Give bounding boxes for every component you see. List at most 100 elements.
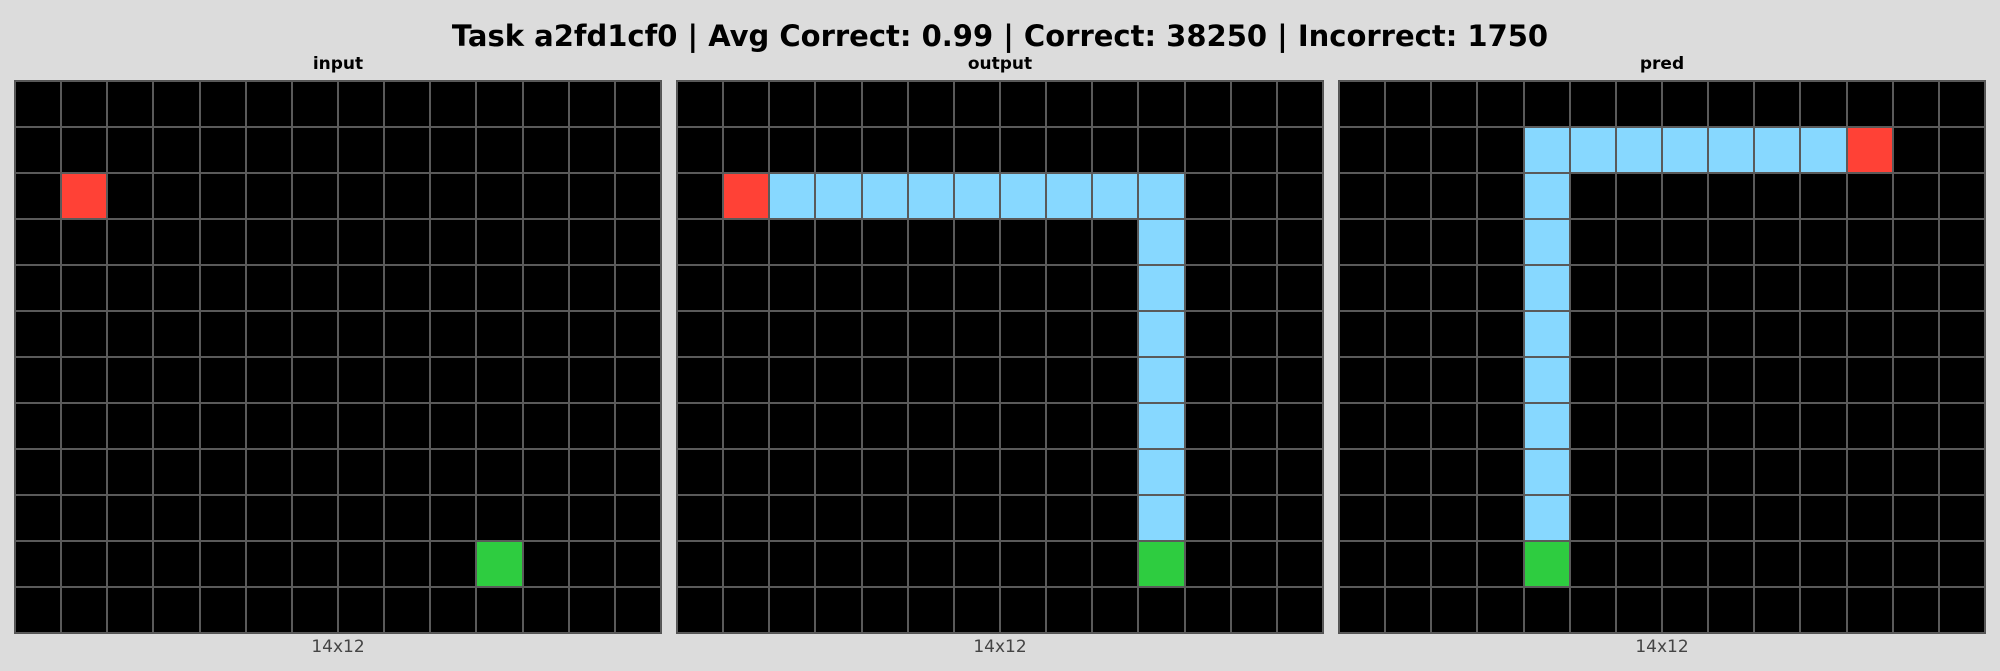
grid-cell — [107, 449, 154, 495]
grid-cell — [1800, 265, 1847, 311]
grid-cell — [1754, 265, 1801, 311]
grid-cell — [1477, 403, 1524, 449]
grid-cell — [476, 173, 523, 219]
grid-cell — [1477, 173, 1524, 219]
grid-cell — [430, 265, 477, 311]
grid-cell — [568, 219, 615, 265]
grid-cell — [999, 127, 1047, 173]
grid-cell — [1661, 81, 1709, 127]
grid-cell — [1276, 127, 1323, 173]
grid-cell — [1846, 219, 1893, 265]
grid-cell — [245, 81, 292, 127]
grid-cell — [522, 173, 569, 219]
grid-cell — [522, 357, 569, 403]
grid-cell — [153, 173, 200, 219]
grid-cell — [1661, 265, 1709, 311]
grid-cell — [568, 81, 615, 127]
grid-cell — [1800, 357, 1847, 403]
grid-cell — [769, 265, 816, 311]
grid-cell — [1385, 357, 1432, 403]
grid-cell — [153, 311, 200, 357]
grid-cell — [1523, 495, 1570, 541]
grid-cell — [677, 81, 724, 127]
grid-cell — [15, 265, 62, 311]
grid-cell — [1569, 449, 1616, 495]
grid-cell — [723, 127, 770, 173]
grid-cell — [61, 541, 108, 587]
grid-cell — [1477, 127, 1524, 173]
grid-cell — [1276, 587, 1323, 633]
grid-cell — [245, 403, 292, 449]
grid-cell — [245, 311, 292, 357]
grid-cell — [1523, 127, 1570, 173]
grid-cell — [476, 541, 523, 587]
grid-cell — [1184, 357, 1231, 403]
grid-cell — [677, 587, 724, 633]
grid-cell — [1339, 449, 1386, 495]
grid-cell — [1276, 173, 1323, 219]
grid-cell — [1138, 403, 1185, 449]
grid-cell — [1708, 357, 1755, 403]
grid-cell — [153, 127, 200, 173]
grid-cell — [999, 357, 1047, 403]
grid-cell — [1846, 81, 1893, 127]
grid-cell — [769, 495, 816, 541]
grid-cell — [1184, 219, 1231, 265]
grid-cell — [1523, 587, 1570, 633]
grid-cell — [1092, 449, 1139, 495]
grid-cell — [61, 495, 108, 541]
grid-cell — [1138, 219, 1185, 265]
grid-cell — [614, 311, 661, 357]
grid-cell — [291, 541, 338, 587]
grid-cell — [1184, 81, 1231, 127]
grid-cell — [861, 127, 908, 173]
grid-cell — [522, 81, 569, 127]
grid-cell — [1708, 219, 1755, 265]
grid-cell — [1092, 127, 1139, 173]
grid-cell — [1661, 587, 1709, 633]
grid-cell — [1892, 127, 1939, 173]
grid-cell — [384, 587, 431, 633]
grid-cell — [430, 449, 477, 495]
grid-cell — [1477, 81, 1524, 127]
grid-cell — [815, 357, 862, 403]
grid-cell — [1661, 219, 1709, 265]
grid-cell — [677, 127, 724, 173]
grid-cell — [1661, 357, 1709, 403]
grid-cell — [61, 449, 108, 495]
grid-cell — [1708, 495, 1755, 541]
grid-cell — [1092, 81, 1139, 127]
grid-cell — [384, 541, 431, 587]
grid-cell — [1708, 449, 1755, 495]
grid-cell — [1523, 541, 1570, 587]
grid-cell — [1569, 495, 1616, 541]
grid-cell — [723, 541, 770, 587]
grid-cell — [199, 449, 246, 495]
grid-cell — [337, 127, 385, 173]
grid-cell — [723, 357, 770, 403]
grid-cell — [107, 495, 154, 541]
panel-caption-output: 14x12 — [973, 637, 1027, 657]
grid-cell — [1092, 495, 1139, 541]
grid-cell — [1385, 311, 1432, 357]
grid-cell — [199, 587, 246, 633]
grid-cell — [815, 127, 862, 173]
grid-cell — [1339, 403, 1386, 449]
grid-cell — [1938, 219, 1985, 265]
grid-cell — [15, 219, 62, 265]
grid-cell — [384, 81, 431, 127]
grid-cell — [1230, 449, 1277, 495]
grid-cell — [291, 495, 338, 541]
grid-cell — [522, 403, 569, 449]
grid-cell — [723, 587, 770, 633]
grid-cell — [1477, 587, 1524, 633]
grid-cell — [1846, 587, 1893, 633]
grid-cell — [614, 357, 661, 403]
grid-cell — [861, 541, 908, 587]
grid-cell — [568, 495, 615, 541]
grid-cell — [815, 173, 862, 219]
grid-cell — [568, 173, 615, 219]
grid-cell — [522, 127, 569, 173]
grid-cell — [1339, 495, 1386, 541]
grid-cell — [1754, 495, 1801, 541]
